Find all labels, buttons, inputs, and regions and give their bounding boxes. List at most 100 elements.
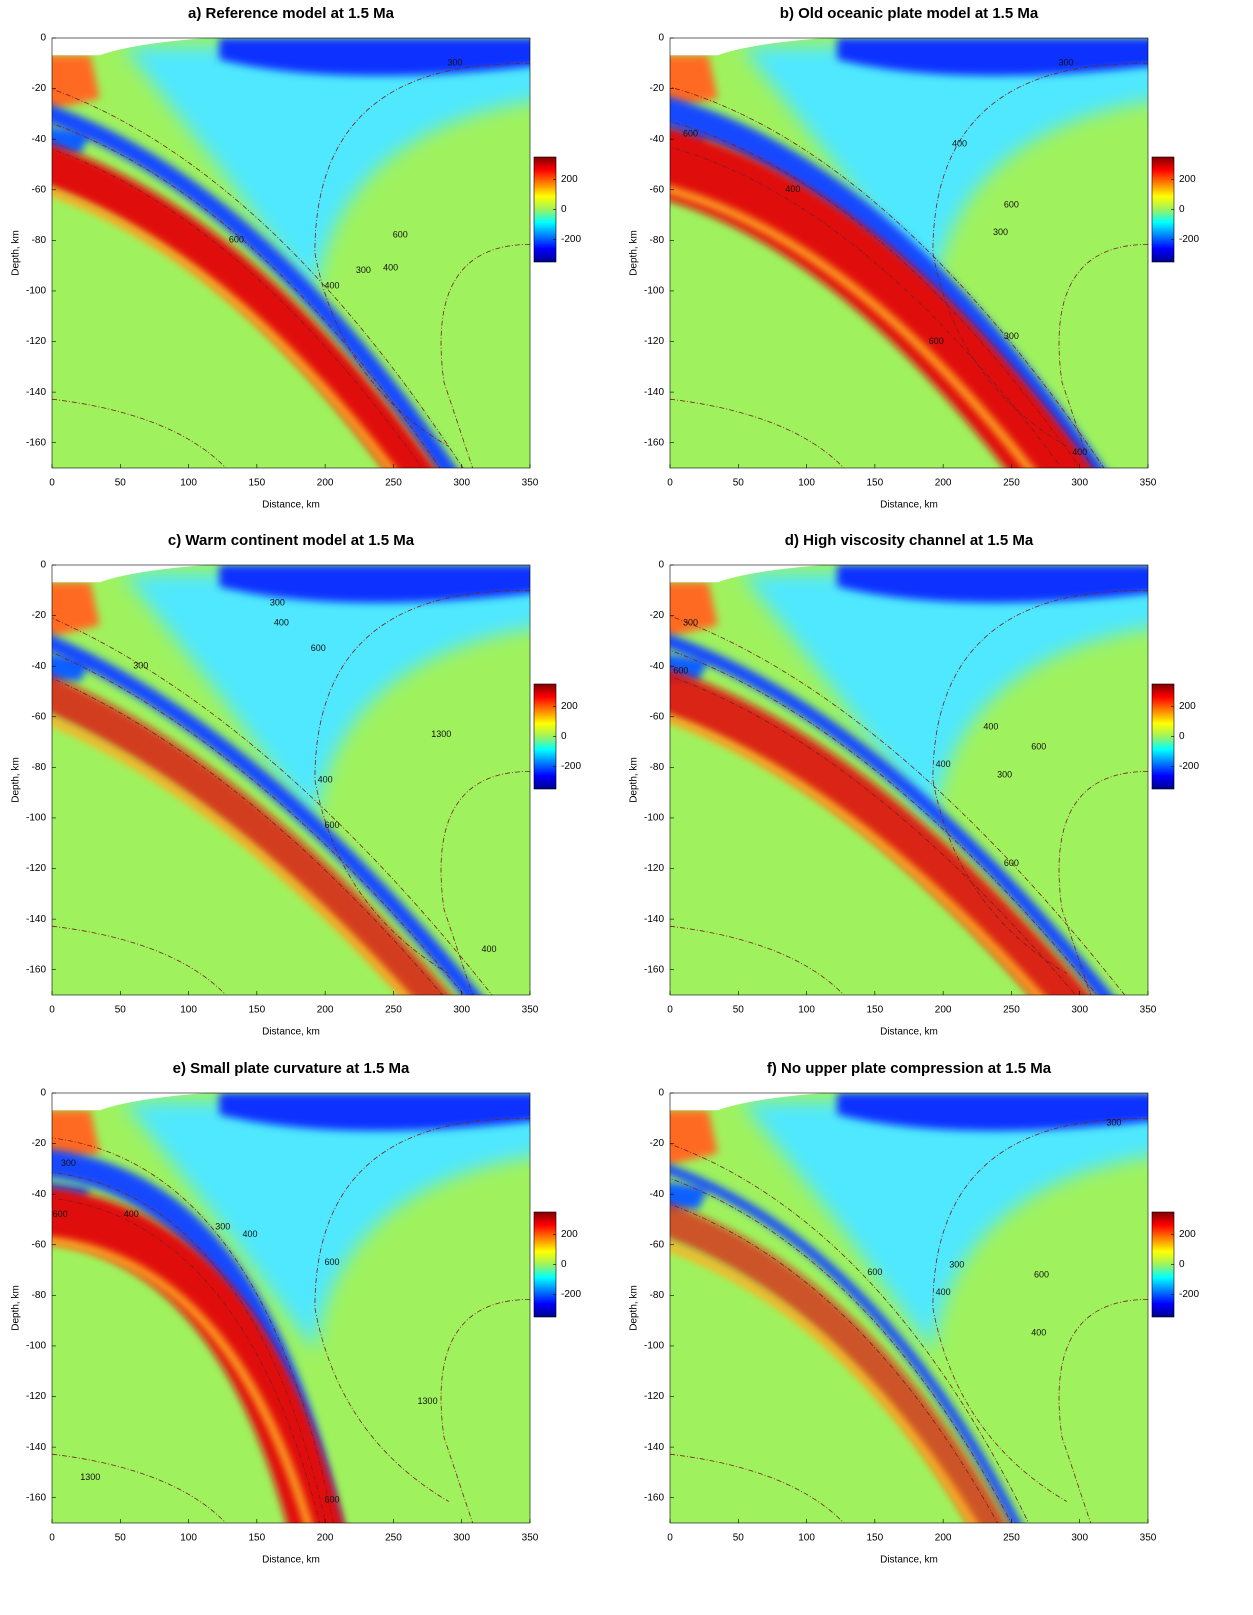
field-slab-blue	[52, 105, 457, 468]
field-top-blue	[219, 38, 530, 76]
field-slab-orange	[670, 714, 1044, 995]
contour-line	[440, 244, 530, 468]
y-tick-label: -160	[26, 437, 46, 448]
contour-line	[314, 590, 530, 974]
field-slab-orange	[670, 1243, 978, 1523]
y-tick-label: -40	[32, 1189, 47, 1200]
y-tick-label: 0	[658, 33, 664, 44]
contour-line	[1058, 771, 1148, 995]
x-axis-label: Distance, km	[262, 1027, 320, 1038]
panel-title: d) High viscosity channel at 1.5 Ma	[785, 532, 1034, 549]
panel: f) No upper plate compression at 1.5 Ma 3…	[629, 1060, 1200, 1566]
x-tick-label: 50	[733, 1533, 745, 1544]
contour-label: 600	[1004, 199, 1019, 209]
panel: c) Warm continent model at 1.5 Ma 300 400 3…	[11, 532, 582, 1038]
y-tick-label: -160	[644, 964, 664, 975]
field-slab-orange	[52, 716, 410, 995]
x-axis-label: Distance, km	[880, 500, 938, 511]
colorbar-tick-label: -200	[1179, 234, 1199, 245]
contour-label: 400	[936, 1287, 951, 1297]
field-slab-red	[52, 144, 436, 468]
x-tick-label: 250	[1003, 1533, 1020, 1544]
field-slab-blue	[670, 1164, 1022, 1523]
y-tick-label: -80	[32, 235, 47, 246]
y-tick-label: -60	[32, 184, 47, 195]
contour-label: 1300	[80, 1472, 100, 1482]
panel-title: a) Reference model at 1.5 Ma	[188, 5, 395, 22]
colorbar-tick-label: 200	[1179, 701, 1196, 712]
colorbar-tick-label: -200	[561, 234, 581, 245]
x-tick-label: 0	[49, 1533, 55, 1544]
y-axis-label: Depth, km	[11, 757, 22, 803]
y-tick-label: -100	[26, 1341, 46, 1352]
contour-label: 600	[393, 230, 408, 240]
colorbar	[533, 156, 557, 263]
colorbar	[1151, 683, 1175, 790]
contour-label: 400	[482, 944, 497, 954]
contour-line	[52, 398, 227, 468]
y-tick-label: -20	[650, 83, 665, 94]
x-tick-label: 300	[1071, 478, 1088, 489]
surface-mask	[52, 38, 207, 56]
contour-line	[932, 590, 1148, 974]
field-slab-blue	[670, 634, 1113, 995]
colorbar-tick-label: 200	[561, 701, 578, 712]
y-tick-label: -140	[26, 387, 46, 398]
colorbar	[533, 683, 557, 790]
y-axis-label: Depth, km	[629, 1285, 640, 1331]
contour-line	[670, 1143, 1030, 1523]
y-tick-label: -60	[32, 711, 47, 722]
contour-line	[52, 148, 423, 468]
x-tick-label: 300	[453, 1005, 470, 1016]
y-axis-label: Depth, km	[629, 230, 640, 276]
y-tick-label: -120	[26, 336, 46, 347]
field-cyan	[741, 573, 1148, 823]
colorbar-tick-label: 0	[1179, 204, 1185, 215]
y-tick-label: -160	[644, 1492, 664, 1503]
contour-label: 400	[243, 1229, 258, 1239]
field-slab-orange	[670, 186, 1034, 468]
panel: d) High viscosity channel at 1.5 Ma 300 60…	[629, 532, 1200, 1038]
axes-frame	[669, 1092, 1149, 1524]
y-tick-label: -100	[644, 286, 664, 297]
x-tick-label: 250	[385, 1533, 402, 1544]
y-tick-label: -40	[32, 134, 47, 145]
x-tick-label: 100	[798, 1533, 815, 1544]
x-tick-label: 200	[317, 1533, 334, 1544]
contour-line	[52, 617, 493, 995]
contour-label: 1300	[418, 1396, 438, 1406]
x-tick-label: 350	[1140, 1005, 1157, 1016]
contour-line	[52, 123, 441, 468]
contour-line	[314, 1118, 530, 1502]
y-tick-label: -20	[650, 610, 665, 621]
y-tick-label: -60	[650, 711, 665, 722]
field	[670, 1093, 1148, 1523]
x-tick-label: 200	[935, 1533, 952, 1544]
y-tick-label: -40	[650, 1189, 665, 1200]
x-tick-label: 150	[249, 1533, 266, 1544]
contour-line	[52, 677, 443, 995]
contour-line	[670, 121, 1081, 468]
colorbar-tick-label: 200	[561, 1229, 578, 1240]
y-tick-label: -120	[644, 863, 664, 874]
contour-label: 400	[1031, 1328, 1046, 1338]
y-tick-label: -20	[650, 1138, 665, 1149]
contour-label: 300	[1004, 331, 1019, 341]
field-top-blue	[837, 1093, 1148, 1131]
axes-frame	[669, 37, 1149, 469]
surface-mask	[670, 565, 825, 583]
contour-label: 400	[324, 280, 339, 290]
y-tick-label: -100	[26, 286, 46, 297]
contour-label: 400	[785, 184, 800, 194]
y-tick-label: -140	[644, 1442, 664, 1453]
x-tick-label: 350	[1140, 478, 1157, 489]
field	[52, 565, 530, 995]
contour-label: 600	[1004, 858, 1019, 868]
field-top-blue	[837, 38, 1148, 76]
colorbar-tick-label: -200	[1179, 1289, 1199, 1300]
x-tick-label: 0	[49, 1005, 55, 1016]
contour-label: 300	[61, 1158, 76, 1168]
contour-label: 400	[983, 721, 998, 731]
